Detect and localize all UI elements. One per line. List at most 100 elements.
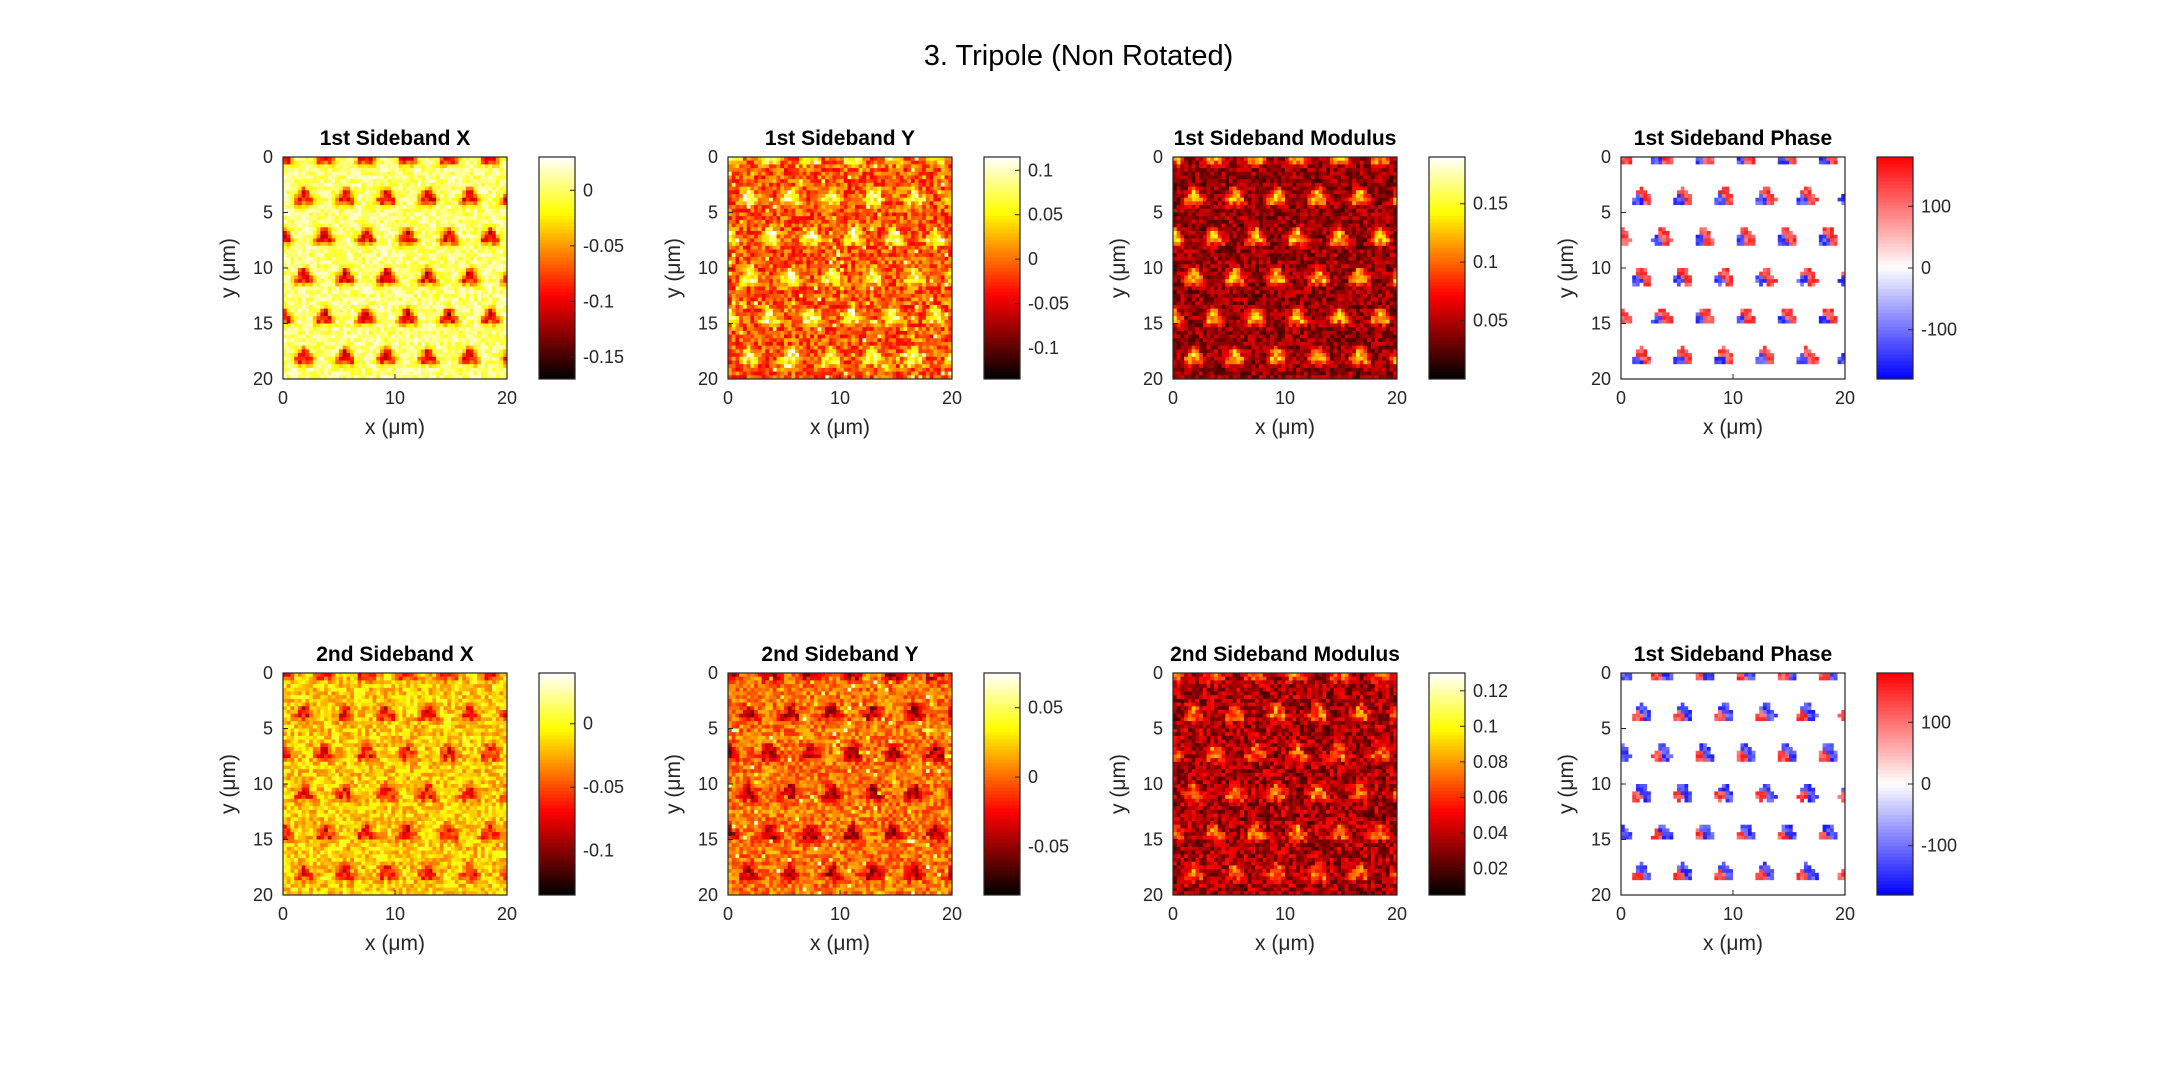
heatmap-cell [451,190,456,195]
heatmap-cell [828,175,833,180]
heatmap-cell [331,186,336,191]
heatmap-cell [383,175,388,180]
heatmap-cell [421,256,426,261]
heatmap-cell [910,208,916,213]
heatmap-cell [421,360,426,365]
heatmap-cell [469,301,474,306]
heatmap-cell [383,334,388,339]
heatmap-cell [309,157,314,162]
heatmap-cell [297,171,303,176]
heatmap-cell [810,175,815,180]
heatmap-cell [391,349,396,354]
heatmap-cell [503,308,508,313]
heatmap-cell [858,175,863,180]
heatmap-cell [925,231,930,236]
heatmap-cell [383,260,388,265]
heatmap-cell [465,297,471,302]
heatmap-cell [892,168,897,173]
heatmap-cell [320,312,325,317]
heatmap-cell [933,171,938,176]
heatmap-cell [324,253,329,258]
heatmap-cell [309,293,314,298]
heatmap-cell [492,157,497,162]
heatmap-cell [903,197,908,202]
heatmap-cell [877,227,882,232]
heatmap-cell [424,205,429,210]
colorbar-segment [539,202,575,206]
heatmap-cell [929,164,934,169]
heatmap-cell [922,212,927,217]
heatmap-cell [372,205,377,210]
heatmap-cell [376,316,381,321]
heatmap-cell [439,342,444,347]
heatmap-cell [436,164,441,169]
heatmap-cell [395,260,400,265]
x-axis-label: x (μm) [365,416,425,439]
heatmap-cell [346,268,351,273]
heatmap-cell [391,168,396,173]
heatmap-cell [761,201,766,206]
heatmap-cell [488,197,493,202]
heatmap-cell [825,186,830,191]
heatmap-cell [465,208,471,213]
heatmap-cell [432,301,437,306]
heatmap-cell [484,197,489,202]
heatmap-cell [283,164,288,169]
heatmap-cell [492,349,497,354]
heatmap-cell [851,186,856,191]
heatmap-cell [391,197,396,202]
heatmap-cell [432,271,437,276]
heatmap-cell [383,364,388,369]
heatmap-cell [746,194,751,199]
heatmap-cell [451,375,456,380]
heatmap-cell [417,231,422,236]
heatmap-cell [884,219,889,224]
heatmap-cell [499,216,504,221]
heatmap-cell [339,160,344,165]
heatmap-cell [843,212,848,217]
heatmap-cell [361,334,366,339]
heatmap-cell [361,260,366,265]
heatmap-cell [458,275,463,280]
heatmap-cell [447,231,452,236]
heatmap-cell [365,245,370,250]
heatmap-cell [477,319,482,324]
heatmap-cell [342,305,347,310]
heatmap-cell [413,179,418,184]
heatmap-cell [858,205,863,210]
heatmap-cell [357,160,362,165]
heatmap-cell [739,223,744,228]
heatmap-cell [499,242,504,247]
heatmap-cell [443,223,448,228]
heatmap-cell [309,171,314,176]
heatmap-cell [784,182,789,187]
heatmap-cell [436,238,441,243]
heatmap-cell [443,227,448,232]
heatmap-cell [398,208,403,213]
heatmap-cell [409,356,415,361]
heatmap-cell [892,171,897,176]
heatmap-cell [739,175,744,180]
heatmap-cell [892,175,897,180]
heatmap-cell [432,164,437,169]
heatmap-cell [851,164,856,169]
heatmap-cell [320,157,325,162]
heatmap-cell [769,201,774,206]
heatmap-cell [451,367,456,372]
heatmap-cell [387,260,392,265]
heatmap-cell [780,186,785,191]
heatmap-cell [462,319,467,324]
heatmap-cell [503,179,508,184]
heatmap-cell [877,231,882,236]
heatmap-cell [757,205,762,210]
heatmap-cell [428,305,433,310]
heatmap-cell [869,190,874,195]
heatmap-cell [290,330,295,335]
heatmap-cell [372,268,377,273]
heatmap-cell [454,293,459,298]
heatmap-cell [462,371,467,376]
heatmap-cell [398,330,403,335]
heatmap-cell [387,327,392,332]
heatmap-cell [484,316,489,321]
heatmap-cell [361,186,366,191]
